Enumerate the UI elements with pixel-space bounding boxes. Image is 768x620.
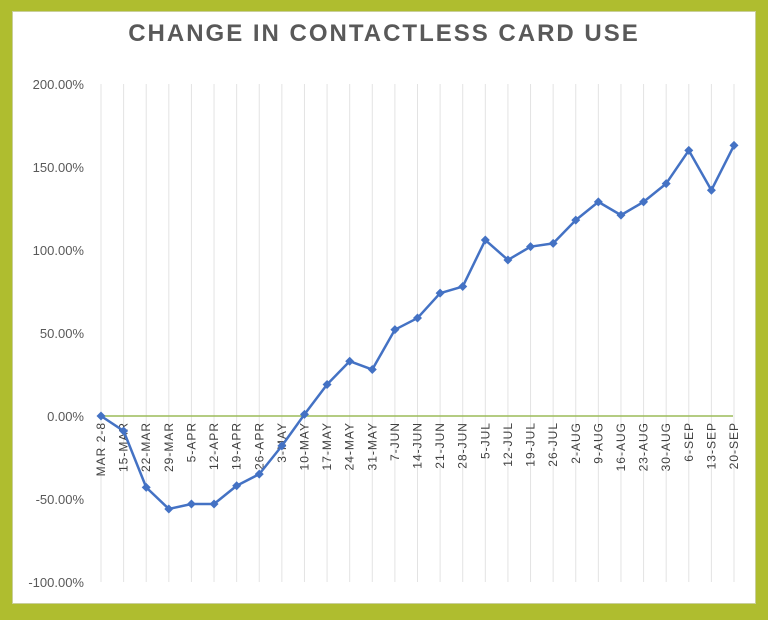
y-tick-label: 150.00% (33, 160, 85, 175)
data-point-17 (480, 235, 490, 245)
data-point-9 (299, 409, 309, 419)
y-tick-label: 0.00% (47, 409, 84, 424)
x-tick-label: 2-AUG (569, 422, 583, 464)
x-tick-label: 16-AUG (614, 422, 628, 471)
data-point-8 (277, 441, 287, 451)
y-tick-label: -100.00% (28, 575, 84, 590)
data-point-2 (141, 482, 151, 492)
x-tick-label: 15-MAR (117, 422, 131, 472)
data-point-4 (186, 499, 196, 509)
data-point-7 (254, 469, 264, 479)
x-tick-label: 9-AUG (591, 422, 605, 464)
data-point-23 (616, 210, 626, 220)
data-point-12 (367, 365, 377, 375)
data-point-14 (413, 313, 422, 323)
x-tick-label: 17-MAY (320, 422, 334, 470)
chart-frame (12, 11, 756, 604)
x-tick-label: 12-JUL (501, 422, 515, 467)
data-point-16 (458, 282, 468, 292)
y-tick-label: 100.00% (33, 243, 85, 258)
data-point-15 (435, 288, 445, 298)
data-point-3 (164, 504, 174, 514)
x-tick-label: MAR 2-8 (94, 422, 108, 476)
x-tick-label: 7-JUN (388, 422, 402, 461)
y-tick-label: 200.00% (33, 77, 85, 92)
data-point-10 (322, 379, 332, 389)
data-point-6 (232, 481, 242, 491)
y-tick-label: 50.00% (40, 326, 85, 341)
data-point-26 (684, 145, 694, 155)
x-tick-label: 5-APR (184, 422, 198, 462)
data-point-0 (96, 411, 106, 421)
chart-title: CHANGE IN CONTACTLESS CARD USE (128, 20, 640, 47)
data-point-21 (571, 215, 581, 225)
data-point-22 (593, 197, 603, 207)
data-point-27 (706, 185, 716, 195)
x-tick-label: 30-AUG (659, 422, 673, 471)
data-point-5 (209, 499, 219, 509)
x-axis-ticks: MAR 2-8 15-MAR 22-MAR 29-MAR 5-APR 12-APR 19-A… (94, 422, 741, 476)
x-tick-label: 26-APR (252, 422, 266, 470)
gridlines (100, 84, 735, 582)
x-tick-label: 14-JUN (411, 422, 425, 469)
series-group (96, 140, 739, 514)
data-point-19 (526, 242, 536, 252)
x-tick-label: 13-SEP (704, 422, 718, 469)
x-tick-label: 12-APR (207, 422, 221, 470)
x-tick-label: 31-MAY (365, 422, 379, 470)
data-point-1 (119, 426, 129, 436)
y-tick-label: -50.00% (36, 492, 85, 507)
x-tick-label: 29-MAR (162, 422, 176, 472)
y-axis-ticks: 200.00% 150.00% 100.00% 50.00% 0.00% -50.00% -… (28, 77, 84, 590)
x-tick-label: 26-JUL (546, 422, 560, 467)
data-point-11 (345, 356, 355, 366)
x-tick-label: 21-JUN (433, 422, 447, 469)
data-point-25 (661, 179, 671, 189)
x-tick-label: 19-APR (230, 422, 244, 470)
x-tick-label: 20-SEP (727, 422, 741, 469)
x-tick-label: 5-JUL (478, 422, 492, 459)
data-point-28 (729, 140, 739, 150)
data-point-13 (390, 325, 400, 335)
x-tick-label: 24-MAY (343, 422, 357, 470)
x-tick-label: 6-SEP (682, 422, 696, 462)
data-point-20 (548, 238, 558, 248)
data-point-24 (639, 197, 649, 207)
x-tick-label: 23-AUG (637, 422, 651, 471)
x-tick-label: 19-JUL (524, 422, 538, 467)
x-tick-label: 22-MAR (139, 422, 153, 472)
x-tick-label: 10-MAY (297, 422, 311, 470)
data-point-18 (503, 255, 513, 265)
x-tick-label: 28-JUN (456, 422, 470, 469)
